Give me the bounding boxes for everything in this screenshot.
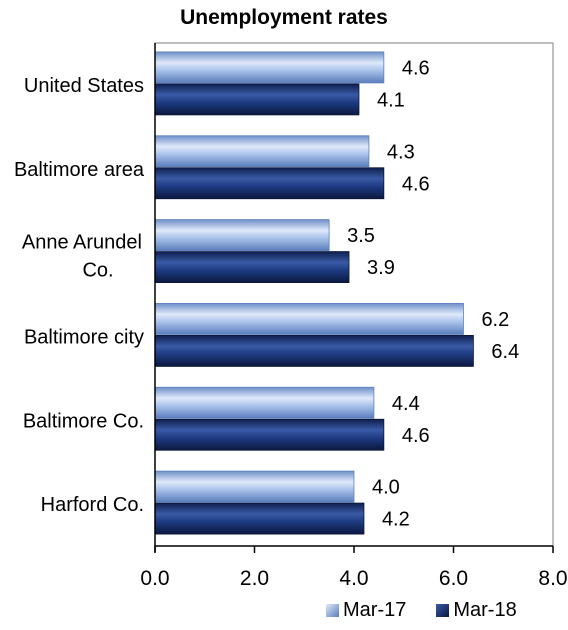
category-label-5: Harford Co. bbox=[41, 494, 144, 516]
legend-swatch-mar-17 bbox=[326, 604, 339, 617]
bar-mar-18-5 bbox=[154, 502, 365, 535]
legend-swatch-mar-18 bbox=[436, 604, 450, 617]
data-label-mar-18-2: 3.9 bbox=[367, 257, 395, 279]
category-label-3: Baltimore city bbox=[24, 326, 144, 348]
bar-mar-17-3 bbox=[154, 303, 464, 335]
data-label-mar-18-0: 4.1 bbox=[377, 89, 405, 111]
data-label-mar-18-4: 4.6 bbox=[402, 425, 430, 447]
data-label-mar-18-3: 6.4 bbox=[491, 341, 519, 363]
category-label-2-line1: Anne Arundel bbox=[22, 232, 142, 254]
category-label-4: Baltimore Co. bbox=[23, 410, 144, 432]
data-label-mar-17-2: 3.5 bbox=[347, 225, 375, 247]
category-label-0: United States bbox=[24, 75, 144, 97]
legend-label-mar-18: Mar-18 bbox=[453, 599, 517, 621]
category-label-2-line2: Co. bbox=[82, 260, 113, 282]
bar-mar-18-4 bbox=[154, 418, 385, 451]
data-label-mar-17-3: 6.2 bbox=[481, 309, 509, 331]
bar-mar-18-1 bbox=[154, 167, 385, 200]
chart-title: Unemployment rates bbox=[180, 6, 388, 29]
legend-item-mar-17: Mar-17 bbox=[326, 599, 406, 622]
data-label-mar-17-4: 4.4 bbox=[392, 393, 420, 415]
data-label-mar-17-0: 4.6 bbox=[402, 57, 430, 79]
data-label-mar-17-1: 4.3 bbox=[387, 141, 415, 163]
bar-mar-17-5 bbox=[154, 470, 355, 503]
bar-mar-17-0 bbox=[154, 51, 385, 84]
legend-item-mar-18: Mar-18 bbox=[436, 599, 517, 622]
legend: Mar-17 Mar-18 bbox=[326, 599, 517, 622]
bar-mar-18-0 bbox=[154, 83, 360, 116]
x-tick-label-2: 4.0 bbox=[339, 567, 368, 590]
bar-mar-18-3 bbox=[154, 335, 474, 367]
bar-mar-18-2 bbox=[154, 251, 350, 283]
bar-mar-17-2 bbox=[154, 219, 330, 251]
plot-area-border bbox=[154, 42, 554, 547]
data-label-mar-17-5: 4.0 bbox=[372, 477, 400, 499]
x-tick-label-1: 2.0 bbox=[240, 567, 269, 590]
category-label-1: Baltimore area bbox=[14, 159, 145, 181]
x-tick-label-4: 8.0 bbox=[538, 567, 567, 590]
bar-mar-17-4 bbox=[154, 386, 375, 419]
x-tick-label-3: 6.0 bbox=[439, 567, 468, 590]
bar-mar-17-1 bbox=[154, 135, 370, 168]
legend-label-mar-17: Mar-17 bbox=[343, 599, 407, 621]
x-tick-label-0: 0.0 bbox=[140, 567, 169, 590]
data-label-mar-18-1: 4.6 bbox=[402, 173, 430, 195]
data-label-mar-18-5: 4.2 bbox=[382, 509, 410, 531]
